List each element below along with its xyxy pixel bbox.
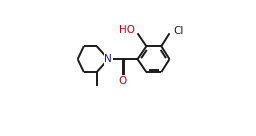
Text: O: O	[119, 76, 127, 86]
Text: HO: HO	[120, 25, 135, 35]
Text: Cl: Cl	[173, 26, 183, 36]
Text: N: N	[104, 54, 112, 64]
